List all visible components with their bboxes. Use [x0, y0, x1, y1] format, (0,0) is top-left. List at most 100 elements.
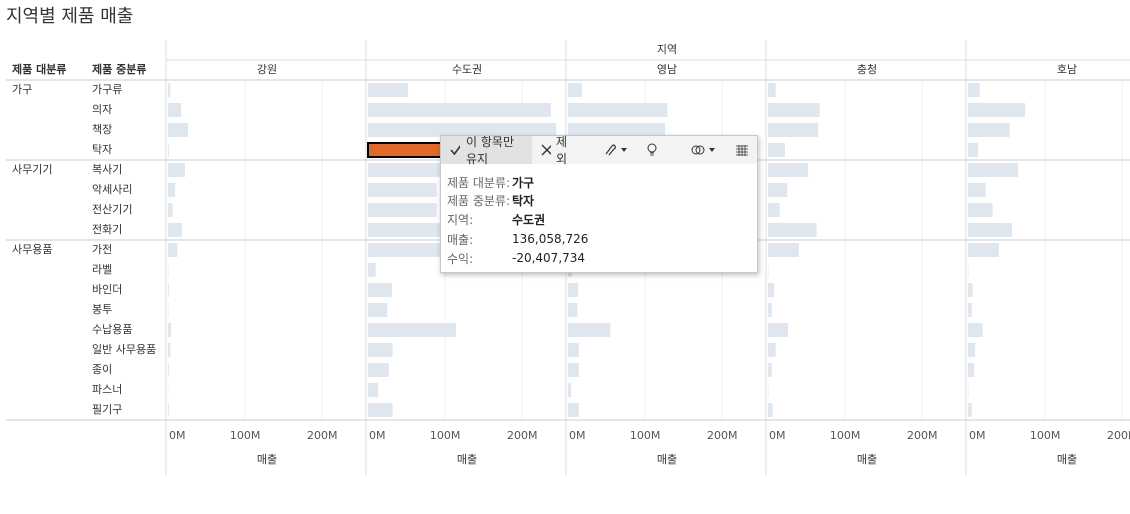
category-label: 책장: [92, 123, 112, 136]
bar: [968, 323, 983, 337]
bar: [368, 83, 408, 97]
tooltip-row: 제품 대분류:가구: [447, 173, 534, 191]
bar: [368, 303, 387, 317]
bar: [968, 103, 1025, 117]
keep-only-button[interactable]: 이 항목만 유지: [441, 136, 532, 164]
bar: [968, 123, 1010, 137]
row-header: 제품 대분류: [12, 62, 66, 76]
x-tick-label: 200M: [307, 429, 338, 442]
bar: [168, 123, 188, 137]
category-label: 전산기기: [92, 203, 132, 216]
grid-icon: [735, 143, 749, 157]
bar: [568, 383, 571, 397]
category-label: 필기구: [92, 403, 122, 416]
bar: [568, 323, 610, 337]
bar: [168, 283, 169, 297]
bar: [568, 343, 579, 357]
category-label: 바인더: [92, 283, 122, 296]
bar: [768, 403, 773, 417]
tooltip-toolbar: 이 항목만 유지 제외: [441, 136, 757, 164]
category-label: 가전: [92, 243, 112, 256]
bar: [568, 103, 668, 117]
bar: [768, 363, 772, 377]
bar: [768, 283, 774, 297]
bar: [968, 343, 975, 357]
tooltip-field-value: 수도권: [512, 211, 545, 228]
category-label: 라벨: [92, 263, 112, 276]
bar: [368, 363, 389, 377]
bar: [768, 183, 787, 197]
bar: [368, 283, 392, 297]
x-axis-title: 매출: [657, 453, 677, 466]
clip-icon: [603, 143, 629, 157]
x-tick-label: 100M: [1030, 429, 1061, 442]
tooltip-field-label: 제품 중분류:: [447, 192, 512, 209]
x-tick-label: 100M: [430, 429, 461, 442]
bar: [768, 343, 776, 357]
bar: [568, 283, 578, 297]
bar: [968, 83, 980, 97]
category-label: 일반 사무용품: [92, 342, 156, 356]
bar: [768, 163, 808, 177]
bar: [568, 83, 582, 97]
bar: [968, 183, 986, 197]
tooltip-row: 지역:수도권: [447, 210, 545, 228]
tooltip-field-label: 매출:: [447, 231, 512, 248]
category-label: 파스너: [92, 383, 122, 396]
category-label: 가구류: [92, 83, 122, 96]
bar: [568, 363, 579, 377]
tooltip-field-value: 탁자: [512, 192, 534, 209]
x-tick-label: 200M: [1107, 429, 1130, 442]
bar: [768, 223, 817, 237]
bar: [968, 203, 993, 217]
tooltip-row: 매출:136,058,726: [447, 230, 588, 248]
category-label: 의자: [92, 103, 112, 116]
category-label: 봉투: [92, 303, 112, 316]
tooltip-field-value: 136,058,726: [512, 232, 588, 246]
x-axis-title: 매출: [1057, 453, 1077, 466]
tooltip-field-label: 수익:: [447, 250, 512, 267]
bar: [968, 223, 1012, 237]
bar: [768, 103, 820, 117]
exclude-button[interactable]: 제외: [532, 136, 581, 164]
bar: [768, 303, 772, 317]
x-tick-label: 0M: [169, 429, 186, 442]
bar: [168, 143, 169, 157]
bar: [168, 323, 171, 337]
region-label: 강원: [257, 63, 277, 76]
x-icon: [540, 143, 551, 157]
region-label: 호남: [1057, 63, 1077, 76]
check-icon: [449, 143, 460, 157]
x-tick-label: 100M: [230, 429, 261, 442]
category-label: 수납용품: [92, 323, 132, 336]
group-button[interactable]: [595, 136, 637, 164]
bar: [168, 223, 182, 237]
bar: [368, 263, 376, 277]
group-label: 가구: [12, 83, 32, 96]
bar: [168, 183, 175, 197]
x-tick-label: 0M: [369, 429, 386, 442]
x-tick-label: 0M: [769, 429, 786, 442]
bar: [368, 323, 456, 337]
region-label: 영남: [657, 63, 677, 76]
set-icon: [691, 143, 719, 157]
region-label: 수도권: [452, 63, 482, 76]
bar: [168, 203, 173, 217]
tooltip-row: 제품 중분류:탁자: [447, 191, 534, 209]
bar: [368, 403, 393, 417]
x-tick-label: 100M: [830, 429, 861, 442]
bar: [568, 303, 577, 317]
bulb-button[interactable]: [637, 136, 667, 164]
bar: [368, 183, 437, 197]
category-label: 악세사리: [92, 183, 132, 196]
tooltip-field-label: 지역:: [447, 211, 512, 228]
category-label: 전화기: [92, 223, 122, 236]
keep-only-label: 이 항목만 유지: [466, 133, 524, 167]
view-data-button[interactable]: [727, 136, 757, 164]
bar: [968, 403, 972, 417]
group-label: 사무용품: [12, 243, 52, 256]
bulb-icon: [645, 143, 659, 157]
set-button[interactable]: [683, 136, 727, 164]
